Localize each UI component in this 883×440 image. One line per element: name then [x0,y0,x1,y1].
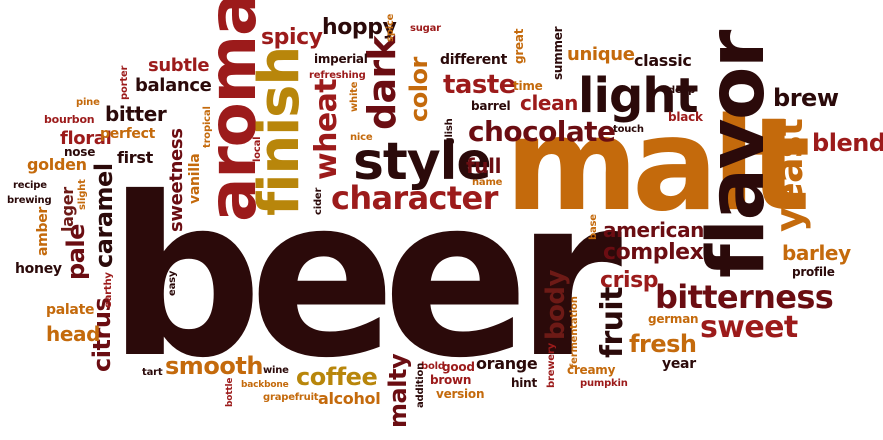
word-lager: lager [58,187,77,232]
word-hint: hint [511,376,537,390]
word-style: style [353,132,492,192]
word-spice: spice [385,13,396,42]
word-black: black [668,110,703,124]
word-dark: dark [360,36,404,130]
word-vanilla: vanilla [187,153,203,204]
word-body: body [541,270,571,340]
word-brown: brown [430,373,472,387]
word-pumpkin: pumpkin [580,378,628,389]
word-fruit: fruit [595,287,630,358]
word-porter: porter [119,65,130,100]
word-backbone: backbone [241,380,289,390]
word-local: local [252,136,263,162]
word-classic: classic [634,51,692,70]
word-wine: wine [263,365,289,376]
word-tropical: tropical [202,106,213,148]
word-alcohol: alcohol [318,389,381,408]
word-palate: palate [46,302,95,318]
word-blend: blend [812,129,883,157]
word-bitter: bitter [105,102,167,126]
word-creamy: creamy [567,363,616,377]
word-finish: finish [247,46,312,216]
word-american: american [603,218,705,242]
word-earthy: earthy [103,272,114,308]
word-honey: honey [15,261,62,277]
word-subtle: subtle [148,55,210,76]
word-head: head [46,322,101,346]
word-pine: pine [76,97,100,108]
word-brewery: brewery [546,343,557,388]
word-sweetness: sweetness [166,128,187,232]
word-spicy: spicy [261,25,323,50]
word-malt: malt [505,91,811,240]
word-grapefruit: grapefruit [263,392,319,403]
word-brewing: brewing [7,195,52,206]
word-crisp: crisp [600,268,659,293]
word-perfect: perfect [100,126,156,142]
word-hoppy: hoppy [322,15,397,40]
word-golden: golden [27,155,87,174]
word-deep: deep [668,85,696,96]
word-different: different [440,52,508,68]
word-imperial: imperial [314,52,368,66]
word-color: color [405,57,433,122]
word-german: german [648,312,699,326]
word-clean: clean [520,91,579,115]
word-easy: easy [167,270,178,296]
word-bourbon: bourbon [44,113,95,126]
word-flavor: flavor [692,31,782,278]
word-full: full [466,154,502,178]
word-chocolate: chocolate [468,115,616,148]
word-beer: beer [108,150,622,406]
word-addition: addition [415,362,426,408]
word-orange: orange [476,354,538,373]
word-bitterness: bitterness [655,278,834,316]
word-light: light [578,68,699,124]
word-floral: floral [60,128,112,149]
word-good: good [442,360,475,374]
word-wheat: wheat [309,78,344,180]
word-bottle: bottle [225,377,235,407]
word-yeast: yeast [767,118,811,232]
word-summer: summer [551,26,565,80]
word-character: character [331,179,498,217]
word-touch: touch [613,124,644,135]
word-unique: unique [567,44,635,65]
word-fresh: fresh [629,330,697,358]
word-brew: brew [773,84,839,112]
word-smooth: smooth [165,352,263,380]
word-slight: slight [77,179,88,210]
word-year: year [662,356,696,372]
word-sugar: sugar [410,23,441,34]
word-barley: barley [782,241,851,265]
word-complex: complex [603,240,704,265]
word-cider: cider [313,187,324,215]
word-pale: pale [62,224,90,280]
word-barrel: barrel [471,99,511,113]
word-malty: malty [384,353,412,428]
word-version: version [436,387,485,401]
word-balance: balance [135,75,212,96]
word-fermentation: fermentation [569,296,580,368]
word-refreshing: refreshing [309,70,366,81]
word-first: first [117,148,153,167]
word-amber: amber [35,206,51,256]
word-taste: taste [443,70,516,100]
word-nice: nice [350,132,373,143]
word-english: english [444,118,455,158]
word-white: white [349,81,360,112]
word-coffee: coffee [296,363,378,391]
word-sweet: sweet [700,310,798,345]
word-nose: nose [64,145,96,159]
word-great: great [512,28,526,64]
word-profile: profile [792,265,835,279]
word-tart: tart [142,367,163,378]
word-time: time [513,79,543,93]
word-bold: bold [421,361,445,372]
word-caramel: caramel [90,163,118,268]
word-recipe: recipe [13,180,47,191]
word-name: name [472,177,503,188]
word-base: base [588,214,599,240]
